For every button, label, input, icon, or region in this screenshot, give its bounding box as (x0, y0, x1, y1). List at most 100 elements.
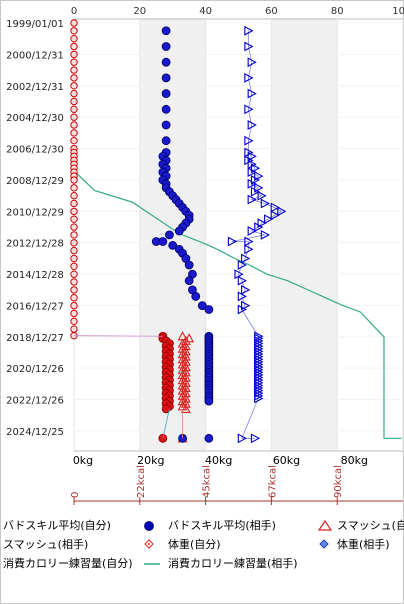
data-point (180, 367, 191, 377)
data-point (177, 390, 188, 400)
data-point (70, 176, 78, 184)
data-point (70, 294, 78, 302)
legend-label: 体重(相手) (337, 538, 390, 551)
data-point (180, 361, 191, 372)
data-point (161, 89, 171, 98)
data-point (177, 385, 188, 395)
legend-label: バドスキル平均(自分) (3, 519, 111, 532)
data-point (237, 275, 247, 286)
data-point (184, 260, 194, 270)
data-point (270, 210, 280, 221)
data-point (204, 305, 214, 314)
data-point (70, 286, 78, 294)
data-point (177, 343, 188, 353)
legend-label: 消費カロリー練習量(相手) (168, 557, 298, 570)
data-point (70, 184, 78, 192)
data-point (70, 317, 78, 326)
data-point (180, 403, 191, 413)
data-point (70, 34, 78, 43)
data-point (244, 104, 254, 115)
y-tick-label: 2010/12/29 (6, 207, 64, 218)
data-point (204, 433, 214, 443)
x-tick-label-kcal: 90kcal (333, 465, 344, 498)
x-tick-label-top: 60 (265, 6, 278, 17)
kcal-line (73, 170, 402, 439)
data-point (197, 301, 207, 311)
data-point (180, 356, 191, 366)
data-point (180, 393, 191, 403)
data-point (180, 382, 191, 393)
legend-marker-icon (319, 539, 329, 549)
data-point (70, 301, 78, 310)
x-tick-label-top: 10 (392, 6, 404, 17)
data-point (247, 120, 257, 130)
data-point (247, 151, 257, 162)
x-tick-label-kcal: 22kcal (136, 465, 147, 498)
data-point (70, 97, 78, 106)
data-point (161, 120, 171, 130)
x-tick-label-kg: 40kg (205, 454, 232, 467)
x-tick-label-top: 20 (133, 6, 146, 17)
data-point (250, 163, 261, 174)
data-point (70, 27, 78, 35)
data-point (180, 377, 191, 387)
data-point (70, 254, 78, 263)
data-point (254, 222, 264, 233)
data-point (241, 253, 251, 264)
connector-line (73, 335, 163, 337)
y-tick-label: 2020/12/26 (6, 364, 64, 375)
data-point (191, 292, 201, 301)
data-point (70, 262, 78, 270)
plot-border (73, 18, 404, 452)
data-point (234, 269, 244, 280)
data-point (204, 396, 214, 406)
legend-label: バドスキル平均(相手) (168, 519, 276, 532)
data-point (254, 393, 264, 404)
y-tick-label: 2002/12/31 (6, 82, 64, 93)
data-point (247, 167, 257, 178)
data-point (174, 226, 184, 236)
data-point (70, 192, 78, 200)
y-tick-label: 2018/12/27 (6, 333, 64, 344)
x-tick-label-kg: 20kg (137, 454, 164, 467)
legend-label: 消費カロリー練習量(自分) (3, 557, 133, 570)
data-point (161, 104, 171, 114)
data-point (227, 236, 238, 247)
legend-label: 体重(自分) (168, 538, 221, 551)
data-point (247, 88, 257, 99)
data-point (70, 215, 78, 223)
data-point (70, 19, 78, 27)
data-point (237, 260, 247, 270)
y-tick-label: 2022/12/26 (6, 396, 64, 407)
data-point (254, 171, 264, 181)
data-point (70, 105, 78, 114)
data-point (161, 73, 171, 83)
data-point (250, 433, 261, 444)
data-point (161, 57, 171, 67)
data-point (161, 26, 171, 36)
data-point (244, 41, 254, 52)
legend-marker-icon (317, 519, 333, 531)
data-point (250, 175, 261, 185)
data-point (237, 304, 247, 315)
data-point (70, 270, 78, 278)
data-point (244, 244, 254, 255)
data-point (165, 230, 174, 240)
y-tick-label: 2024/12/25 (6, 427, 64, 438)
data-point (177, 374, 188, 385)
data-point (237, 291, 247, 302)
data-point (177, 338, 188, 348)
x-tick-label-top: 40 (199, 6, 212, 17)
data-point (70, 129, 78, 137)
data-point (177, 369, 188, 379)
data-point (70, 239, 78, 247)
data-point (180, 398, 191, 408)
x-tick-label-top: 80 (331, 6, 344, 17)
data-point (177, 354, 188, 364)
data-point (70, 325, 78, 333)
x-tick-label-kg: 80kg (341, 454, 368, 467)
y-tick-label: 1999/01/01 (6, 19, 64, 30)
data-point (241, 284, 251, 295)
data-point (177, 380, 188, 390)
